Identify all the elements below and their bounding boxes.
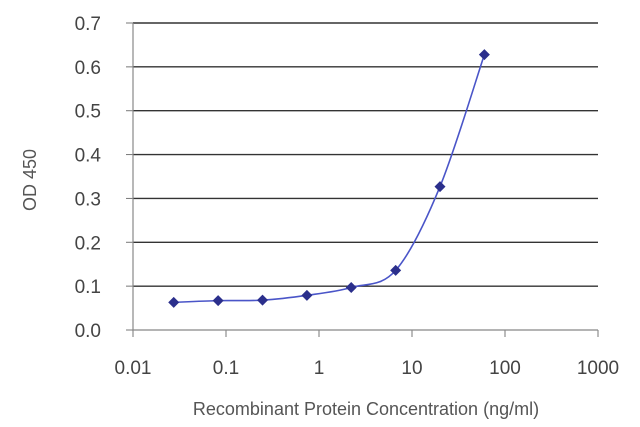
y-tick-label: 0.0 — [75, 321, 101, 342]
x-tick-label: 0.01 — [115, 358, 152, 379]
x-tick-label: 0.1 — [213, 358, 239, 379]
data-point — [390, 264, 402, 276]
y-tick-label: 0.3 — [75, 189, 101, 210]
grid-lines — [133, 22, 598, 287]
data-point — [345, 281, 357, 293]
x-tick-label: 100 — [489, 358, 521, 379]
x-axis-title: Recombinant Protein Concentration (ng/ml… — [193, 399, 539, 419]
y-tick-label: 0.2 — [75, 233, 101, 254]
x-tick-labels: 0.01 0.1 1 10 100 1000 — [115, 358, 620, 379]
x-tick-label: 1000 — [577, 358, 619, 379]
data-point — [478, 49, 490, 61]
data-point — [168, 296, 180, 308]
x-tick-label: 10 — [401, 358, 422, 379]
data-point — [434, 181, 446, 193]
data-point — [301, 289, 313, 301]
y-tick-label: 0.5 — [75, 102, 101, 123]
y-tick-label: 0.7 — [75, 14, 101, 35]
series-markers — [168, 49, 490, 308]
x-tick-label: 1 — [314, 358, 325, 379]
series-curve — [173, 54, 486, 304]
y-axis-title: OD 450 — [20, 149, 40, 211]
y-tick-label: 0.6 — [75, 58, 101, 79]
series-line — [173, 54, 486, 304]
y-tick-labels: 0.0 0.1 0.2 0.3 0.4 0.5 0.6 0.7 — [75, 14, 102, 342]
y-tick-label: 0.4 — [75, 146, 102, 167]
data-point — [257, 294, 269, 306]
axes — [126, 22, 599, 337]
y-tick-label: 0.1 — [75, 277, 101, 298]
data-point — [212, 295, 224, 307]
